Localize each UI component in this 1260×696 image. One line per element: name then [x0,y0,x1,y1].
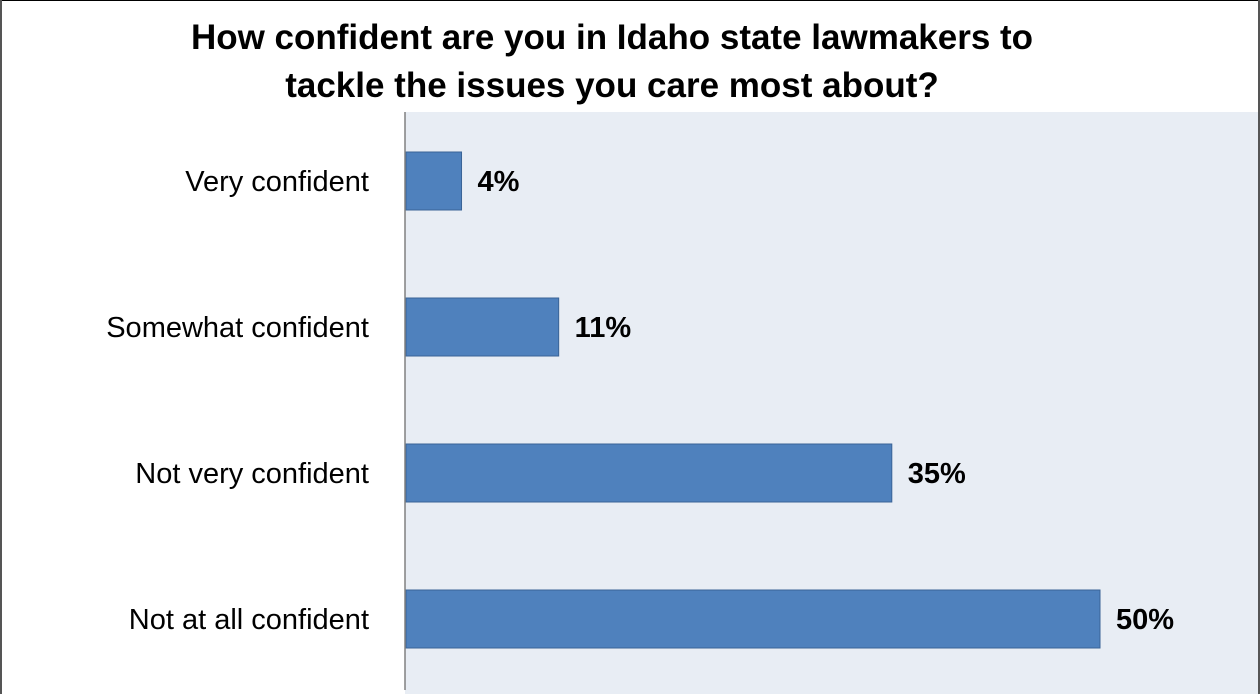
data-label: 50% [1116,604,1174,636]
category-labels: Very confident Somewhat confident Not very… [106,166,369,636]
category-label: Very confident [185,166,369,198]
bar-somewhat-confident [405,297,560,357]
chart-title: How confident are you in Idaho state law… [2,14,1222,110]
bar-very-confident [405,151,463,211]
bar-group [405,151,1101,649]
bar-not-very-confident [405,443,893,503]
data-label: 4% [478,166,520,198]
bar-not-at-all-confident [405,589,1101,649]
data-label: 35% [908,458,966,490]
data-label: 11% [575,312,632,344]
chart-title-line-1: How confident are you in Idaho state law… [190,18,1034,57]
chart-title-line-2: tackle the issues you care most about? [285,66,939,105]
data-labels: 4% 11% 35% 50% [478,166,1175,636]
category-label: Not very confident [135,458,369,490]
category-label: Not at all confident [129,604,369,636]
category-label: Somewhat confident [106,312,369,344]
top-border [2,0,1258,1]
